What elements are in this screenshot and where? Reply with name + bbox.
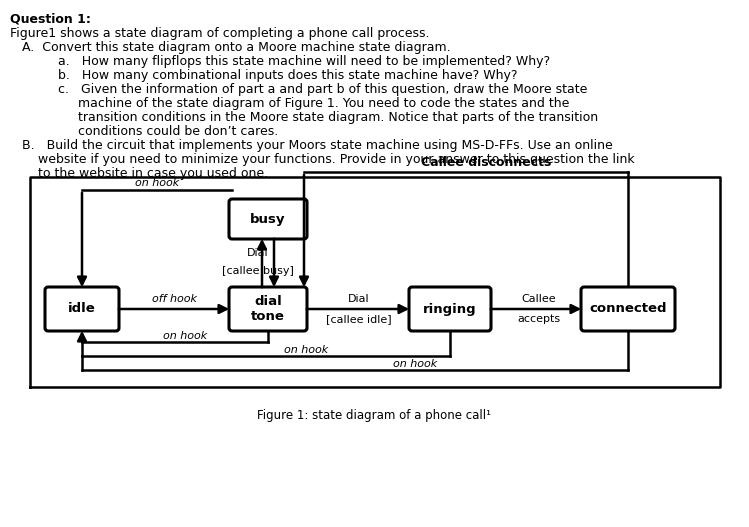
FancyBboxPatch shape xyxy=(581,287,675,331)
Text: Callee disconnects: Callee disconnects xyxy=(421,156,551,169)
Text: [callee idle]: [callee idle] xyxy=(326,314,392,324)
Text: Figure 1: state diagram of a phone call¹: Figure 1: state diagram of a phone call¹ xyxy=(257,409,491,422)
Text: [callee busy]: [callee busy] xyxy=(222,266,294,276)
Text: B.   Build the circuit that implements your Moors state machine using MS-D-FFs. : B. Build the circuit that implements you… xyxy=(22,139,613,152)
Text: website if you need to minimize your functions. Provide in your answer to this q: website if you need to minimize your fun… xyxy=(38,153,634,166)
Text: busy: busy xyxy=(250,212,286,226)
Text: Dial: Dial xyxy=(348,294,370,304)
Text: to the website in case you used one.: to the website in case you used one. xyxy=(38,167,268,180)
Text: on hook: on hook xyxy=(163,331,207,341)
FancyBboxPatch shape xyxy=(45,287,119,331)
Text: c.   Given the information of part a and part b of this question, draw the Moore: c. Given the information of part a and p… xyxy=(58,83,587,96)
Text: accepts: accepts xyxy=(518,314,560,324)
Text: machine of the state diagram of Figure 1. You need to code the states and the: machine of the state diagram of Figure 1… xyxy=(78,97,569,110)
Text: Figure1 shows a state diagram of completing a phone call process.: Figure1 shows a state diagram of complet… xyxy=(10,27,429,40)
FancyBboxPatch shape xyxy=(229,287,307,331)
Text: ringing: ringing xyxy=(423,302,477,316)
FancyBboxPatch shape xyxy=(229,199,307,239)
Text: connected: connected xyxy=(589,302,667,316)
Text: a.   How many flipflops this state machine will need to be implemented? Why?: a. How many flipflops this state machine… xyxy=(58,55,550,68)
Text: Callee: Callee xyxy=(522,294,557,304)
Text: on hook: on hook xyxy=(284,345,328,355)
Text: b.   How many combinational inputs does this state machine have? Why?: b. How many combinational inputs does th… xyxy=(58,69,518,82)
Text: off hook: off hook xyxy=(153,294,198,304)
FancyBboxPatch shape xyxy=(409,287,491,331)
Text: conditions could be don’t cares.: conditions could be don’t cares. xyxy=(78,125,278,138)
Text: on hook: on hook xyxy=(135,178,179,188)
Text: on hook: on hook xyxy=(393,359,437,369)
Text: Dial: Dial xyxy=(247,248,269,258)
Text: dial
tone: dial tone xyxy=(251,295,285,323)
Text: A.  Convert this state diagram onto a Moore machine state diagram.: A. Convert this state diagram onto a Moo… xyxy=(22,41,451,54)
Text: idle: idle xyxy=(68,302,96,316)
Text: transition conditions in the Moore state diagram. Notice that parts of the trans: transition conditions in the Moore state… xyxy=(78,111,598,124)
Text: Question 1:: Question 1: xyxy=(10,13,91,26)
